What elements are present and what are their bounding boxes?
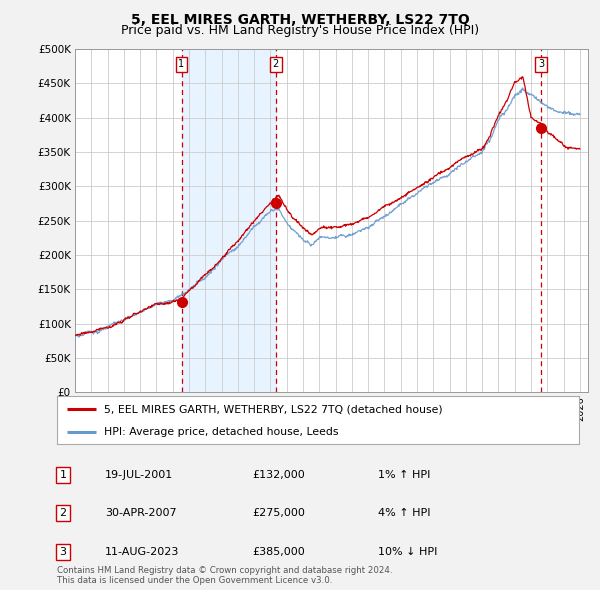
Text: Contains HM Land Registry data © Crown copyright and database right 2024.
This d: Contains HM Land Registry data © Crown c… xyxy=(57,566,392,585)
Bar xyxy=(541,49,588,392)
Text: 19-JUL-2001: 19-JUL-2001 xyxy=(105,470,173,480)
Text: 3: 3 xyxy=(59,547,67,556)
Text: 2: 2 xyxy=(272,60,279,70)
Text: 4% ↑ HPI: 4% ↑ HPI xyxy=(378,509,431,518)
Text: HPI: Average price, detached house, Leeds: HPI: Average price, detached house, Leed… xyxy=(104,427,338,437)
Text: 5, EEL MIRES GARTH, WETHERBY, LS22 7TQ: 5, EEL MIRES GARTH, WETHERBY, LS22 7TQ xyxy=(131,13,469,27)
Text: £385,000: £385,000 xyxy=(252,547,305,556)
Text: 11-AUG-2023: 11-AUG-2023 xyxy=(105,547,179,556)
Bar xyxy=(182,49,276,392)
Text: 30-APR-2007: 30-APR-2007 xyxy=(105,509,176,518)
Text: 1: 1 xyxy=(178,60,185,70)
Text: £132,000: £132,000 xyxy=(252,470,305,480)
Text: 2: 2 xyxy=(59,509,67,518)
Text: £275,000: £275,000 xyxy=(252,509,305,518)
Text: 1: 1 xyxy=(59,470,67,480)
Text: Price paid vs. HM Land Registry's House Price Index (HPI): Price paid vs. HM Land Registry's House … xyxy=(121,24,479,37)
Text: 10% ↓ HPI: 10% ↓ HPI xyxy=(378,547,437,556)
Text: 3: 3 xyxy=(538,60,544,70)
Text: 1% ↑ HPI: 1% ↑ HPI xyxy=(378,470,430,480)
Text: 5, EEL MIRES GARTH, WETHERBY, LS22 7TQ (detached house): 5, EEL MIRES GARTH, WETHERBY, LS22 7TQ (… xyxy=(104,404,443,414)
